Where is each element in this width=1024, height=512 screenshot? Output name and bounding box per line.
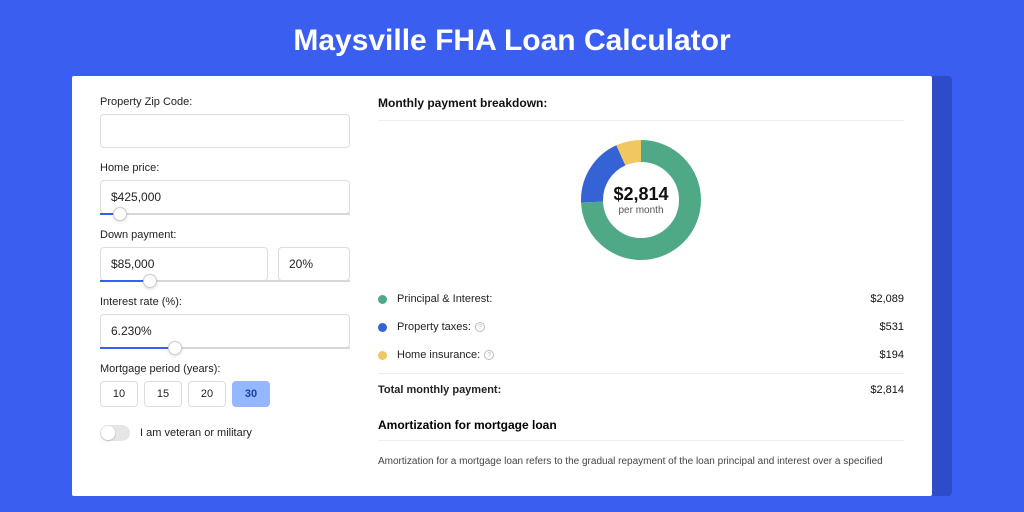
- rate-slider[interactable]: [100, 347, 350, 349]
- breakdown-column: Monthly payment breakdown: $2,814 per mo…: [378, 96, 904, 476]
- legend-value: $531: [880, 321, 904, 333]
- period-button-group: 10152030: [100, 381, 350, 407]
- divider: [378, 440, 904, 441]
- legend-label: Principal & Interest:: [397, 293, 870, 305]
- price-slider[interactable]: [100, 213, 350, 215]
- donut-wrap: $2,814 per month: [378, 135, 904, 265]
- down-slider-thumb[interactable]: [143, 274, 157, 288]
- period-label: Mortgage period (years):: [100, 363, 350, 375]
- price-slider-thumb[interactable]: [113, 207, 127, 221]
- legend-row-1: Property taxes:?$531: [378, 313, 904, 341]
- legend-value: $2,089: [870, 293, 904, 305]
- donut-sub: per month: [618, 205, 663, 216]
- rate-slider-fill: [100, 347, 175, 349]
- amortization-text: Amortization for a mortgage loan refers …: [378, 455, 904, 469]
- legend-dot: [378, 295, 387, 304]
- total-row: Total monthly payment: $2,814: [378, 373, 904, 400]
- down-field: Down payment:: [100, 229, 350, 282]
- down-percent-input[interactable]: [278, 247, 350, 281]
- calculator-card: Property Zip Code: Home price: Down paym…: [72, 76, 932, 496]
- legend-row-2: Home insurance:?$194: [378, 341, 904, 369]
- rate-field: Interest rate (%):: [100, 296, 350, 349]
- breakdown-title: Monthly payment breakdown:: [378, 96, 904, 110]
- info-icon[interactable]: ?: [484, 350, 494, 360]
- price-input[interactable]: [100, 180, 350, 214]
- period-button-30[interactable]: 30: [232, 381, 270, 407]
- veteran-label: I am veteran or military: [140, 427, 252, 439]
- period-field: Mortgage period (years): 10152030: [100, 363, 350, 407]
- legend: Principal & Interest:$2,089Property taxe…: [378, 285, 904, 369]
- veteran-row: I am veteran or military: [100, 425, 350, 441]
- period-button-10[interactable]: 10: [100, 381, 138, 407]
- legend-row-0: Principal & Interest:$2,089: [378, 285, 904, 313]
- zip-input[interactable]: [100, 114, 350, 148]
- info-icon[interactable]: ?: [475, 322, 485, 332]
- legend-value: $194: [880, 349, 904, 361]
- legend-dot: [378, 323, 387, 332]
- legend-label: Property taxes:?: [397, 321, 880, 333]
- veteran-toggle-knob: [101, 426, 115, 440]
- down-label: Down payment:: [100, 229, 350, 241]
- zip-field: Property Zip Code:: [100, 96, 350, 148]
- total-value: $2,814: [870, 384, 904, 396]
- price-label: Home price:: [100, 162, 350, 174]
- payment-donut-chart: $2,814 per month: [576, 135, 706, 265]
- donut-amount: $2,814: [613, 184, 668, 205]
- rate-input[interactable]: [100, 314, 350, 348]
- period-button-20[interactable]: 20: [188, 381, 226, 407]
- zip-label: Property Zip Code:: [100, 96, 350, 108]
- total-label: Total monthly payment:: [378, 384, 870, 396]
- legend-dot: [378, 351, 387, 360]
- page-title: Maysville FHA Loan Calculator: [0, 0, 1024, 76]
- card-shadow: Property Zip Code: Home price: Down paym…: [72, 76, 952, 496]
- price-field: Home price:: [100, 162, 350, 215]
- amortization-title: Amortization for mortgage loan: [378, 418, 904, 432]
- divider: [378, 120, 904, 121]
- form-column: Property Zip Code: Home price: Down paym…: [100, 96, 350, 476]
- down-slider[interactable]: [100, 280, 350, 282]
- down-amount-input[interactable]: [100, 247, 268, 281]
- rate-slider-thumb[interactable]: [168, 341, 182, 355]
- period-button-15[interactable]: 15: [144, 381, 182, 407]
- rate-label: Interest rate (%):: [100, 296, 350, 308]
- legend-label: Home insurance:?: [397, 349, 880, 361]
- veteran-toggle[interactable]: [100, 425, 130, 441]
- donut-center: $2,814 per month: [576, 135, 706, 265]
